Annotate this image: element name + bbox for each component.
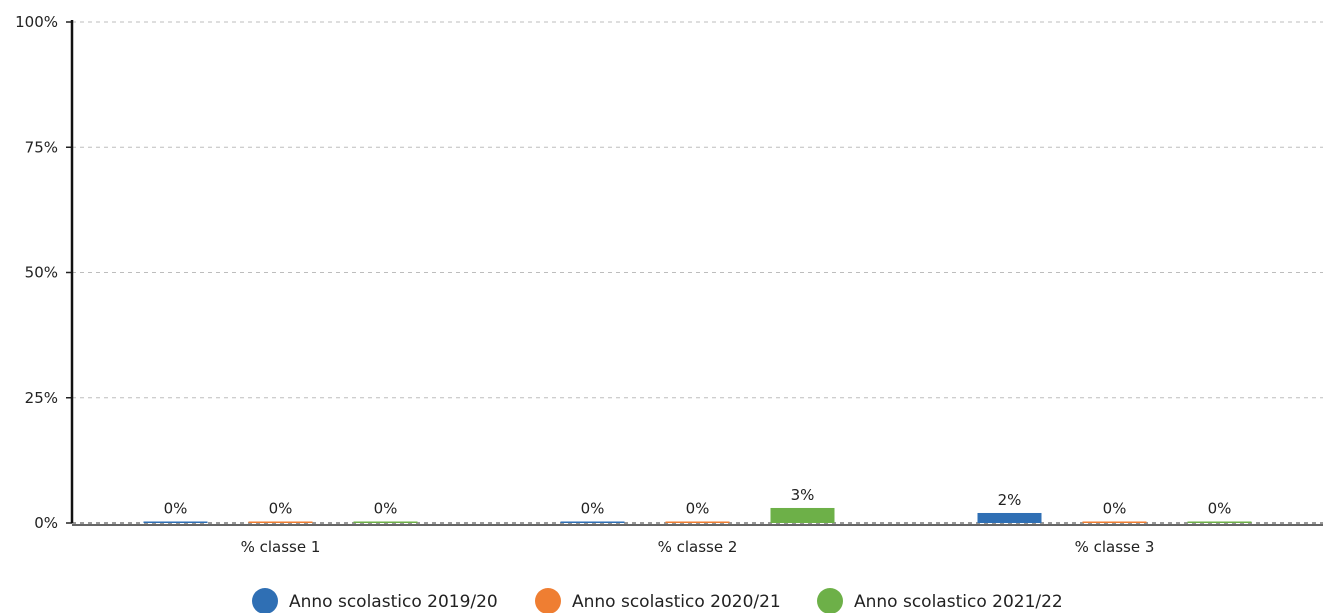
axes	[66, 20, 1323, 526]
y-tick-label: 25%	[25, 389, 58, 407]
data-label: 0%	[374, 499, 398, 517]
bar	[977, 512, 1042, 523]
y-tick-label: 100%	[15, 13, 58, 31]
bar	[353, 521, 418, 523]
bar	[665, 521, 730, 523]
legend-marker	[817, 588, 843, 613]
data-label: 0%	[1208, 499, 1232, 517]
legend-marker	[535, 588, 561, 613]
data-label: 0%	[581, 499, 605, 517]
y-tick-label: 0%	[34, 514, 58, 532]
x-category-label: % classe 2	[658, 538, 738, 556]
labels: 0% 25% 50% 75% 100% 0% 0% 0% % classe 1 0% 0% 3% % c…	[15, 13, 1231, 556]
legend-marker	[252, 588, 278, 613]
bar	[1187, 521, 1252, 523]
y-tick-label: 50%	[25, 264, 58, 282]
gridlines	[72, 21, 1323, 524]
x-category-label: % classe 3	[1075, 538, 1155, 556]
data-label: 3%	[791, 486, 815, 504]
data-label: 0%	[1103, 499, 1127, 517]
bar	[1082, 521, 1147, 523]
legend-label: Anno scolastico 2019/20	[289, 592, 498, 612]
bar	[143, 521, 208, 523]
legend-label: Anno scolastico 2020/21	[572, 592, 781, 612]
bar	[560, 521, 625, 523]
bar	[248, 521, 313, 523]
bar	[770, 507, 835, 523]
data-label: 2%	[998, 491, 1022, 509]
data-label: 0%	[686, 499, 710, 517]
legend: Anno scolastico 2019/20 Anno scolastico 2…	[252, 588, 1063, 613]
x-category-label: % classe 1	[241, 538, 321, 556]
legend-label: Anno scolastico 2021/22	[854, 592, 1063, 612]
data-label: 0%	[269, 499, 293, 517]
y-tick-label: 75%	[25, 138, 58, 156]
bars	[143, 507, 1252, 523]
data-label: 0%	[164, 499, 188, 517]
